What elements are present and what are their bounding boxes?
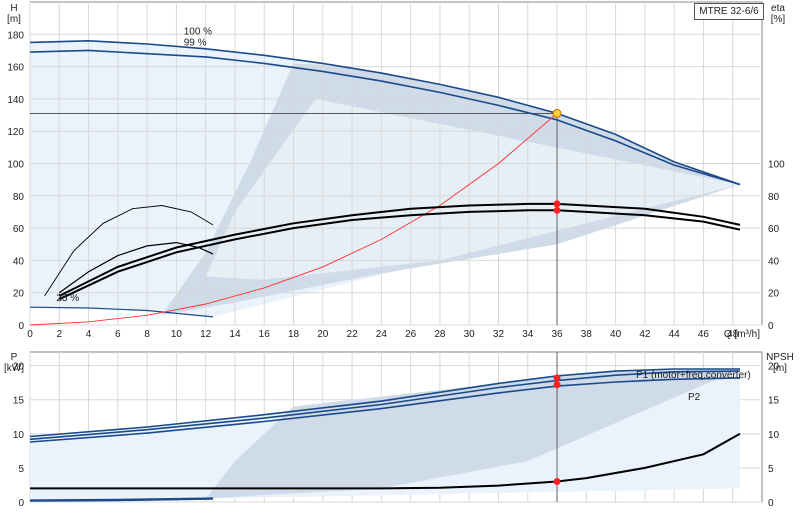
y-tick-label: 140: [7, 95, 24, 106]
curve-label: 25 %: [56, 293, 79, 304]
y-axis-unit: [m]: [7, 14, 21, 25]
npsh-axis-unit: [m]: [773, 363, 787, 374]
model-label: MTRE 32-6/6: [694, 3, 764, 20]
curve-P2: [29, 377, 741, 443]
npsh-tick-label: 15: [768, 396, 780, 407]
x-tick-label: 8: [144, 329, 150, 340]
x-tick-label: 36: [551, 329, 563, 340]
power-marker: [553, 478, 561, 486]
power-marker: [553, 374, 561, 382]
x-tick-label: 38: [581, 329, 593, 340]
eta-tick-label: 60: [768, 224, 780, 235]
curve-head_25: [29, 306, 214, 318]
curve-P1 (motor+freq.converter): [29, 368, 740, 438]
range-inner-wedge: [205, 98, 741, 280]
npsh-axis-label: NPSH: [766, 352, 794, 363]
eta-tick-label: 20: [768, 289, 780, 300]
curve-eta_part_2: [58, 241, 214, 294]
y-tick-label: 180: [7, 30, 24, 41]
eta-tick-label: 100: [768, 160, 785, 171]
x-tick-label: 44: [669, 329, 681, 340]
x-tick-label: 28: [434, 329, 446, 340]
curve-system_curve: [29, 113, 558, 326]
curve-head_99: [29, 49, 741, 186]
x-tick-label: 14: [229, 329, 241, 340]
series-label-p1: P1 (motor+freq.converter): [636, 370, 751, 381]
p-tick-label: 5: [18, 464, 24, 475]
x-tick-label: 24: [376, 329, 388, 340]
eta-tick-label: 0: [768, 321, 774, 332]
curve-p1_99: [29, 370, 741, 441]
eta-tick-label: 40: [768, 256, 780, 267]
y-tick-label: 20: [13, 289, 25, 300]
eta-marker: [553, 206, 561, 214]
p-tick-label: 0: [18, 498, 24, 509]
npsh-tick-label: 20: [768, 362, 780, 373]
y-tick-label: 80: [13, 192, 25, 203]
npsh-tick-label: 5: [768, 464, 774, 475]
x-tick-label: 6: [115, 329, 121, 340]
p-axis-label: P: [11, 352, 18, 363]
curve-label: 100 %: [184, 26, 212, 37]
x-tick-label: 16: [259, 329, 271, 340]
power-marker: [553, 381, 561, 389]
x-tick-label: 20: [317, 329, 329, 340]
p-tick-label: 20: [13, 362, 25, 373]
y-tick-label: 160: [7, 63, 24, 74]
curve-head_100: [29, 39, 741, 186]
y-tick-label: 40: [13, 256, 25, 267]
x-tick-label: 4: [86, 329, 92, 340]
y-tick-label: 60: [13, 224, 25, 235]
x-tick-label: 22: [347, 329, 359, 340]
y-tick-label: 120: [7, 127, 24, 138]
x-tick-label: 12: [200, 329, 212, 340]
curve-npsh: [30, 432, 741, 490]
duty-point-marker: [552, 108, 562, 118]
y-tick-label: 0: [18, 321, 24, 332]
eta-tick-label: 80: [768, 192, 780, 203]
curve-p_low_speed: [29, 497, 214, 502]
x-tick-label: 26: [405, 329, 417, 340]
curve-eta_part_1: [44, 205, 214, 297]
y-axis-label: H: [10, 3, 17, 14]
x-tick-label: 2: [56, 329, 62, 340]
x-tick-label: 46: [698, 329, 710, 340]
npsh-tick-label: 0: [768, 498, 774, 509]
x-tick-label: 30: [464, 329, 476, 340]
p-axis-unit: [kW]: [4, 363, 24, 374]
x-tick-label: 10: [171, 329, 183, 340]
x-tick-label: 32: [493, 329, 505, 340]
x-axis-label: Q [m³/h]: [724, 329, 760, 340]
eta-axis-unit: [%]: [771, 14, 786, 25]
eta-marker: [553, 200, 561, 208]
x-tick-label: 40: [610, 329, 622, 340]
p-tick-label: 15: [13, 396, 25, 407]
eta-axis-label: eta: [771, 3, 785, 14]
power-range-dark: [205, 369, 741, 499]
x-tick-label: 42: [639, 329, 651, 340]
x-tick-label: 48: [727, 329, 739, 340]
npsh-tick-label: 10: [768, 430, 780, 441]
x-tick-label: 34: [522, 329, 534, 340]
x-tick-label: 18: [288, 329, 300, 340]
series-label-p2: P2: [688, 392, 701, 403]
y-tick-label: 100: [7, 160, 24, 171]
curve-label: 99 %: [184, 38, 207, 49]
x-tick-label: 0: [27, 329, 33, 340]
p-tick-label: 10: [13, 430, 25, 441]
curve-eta_99: [58, 209, 741, 301]
